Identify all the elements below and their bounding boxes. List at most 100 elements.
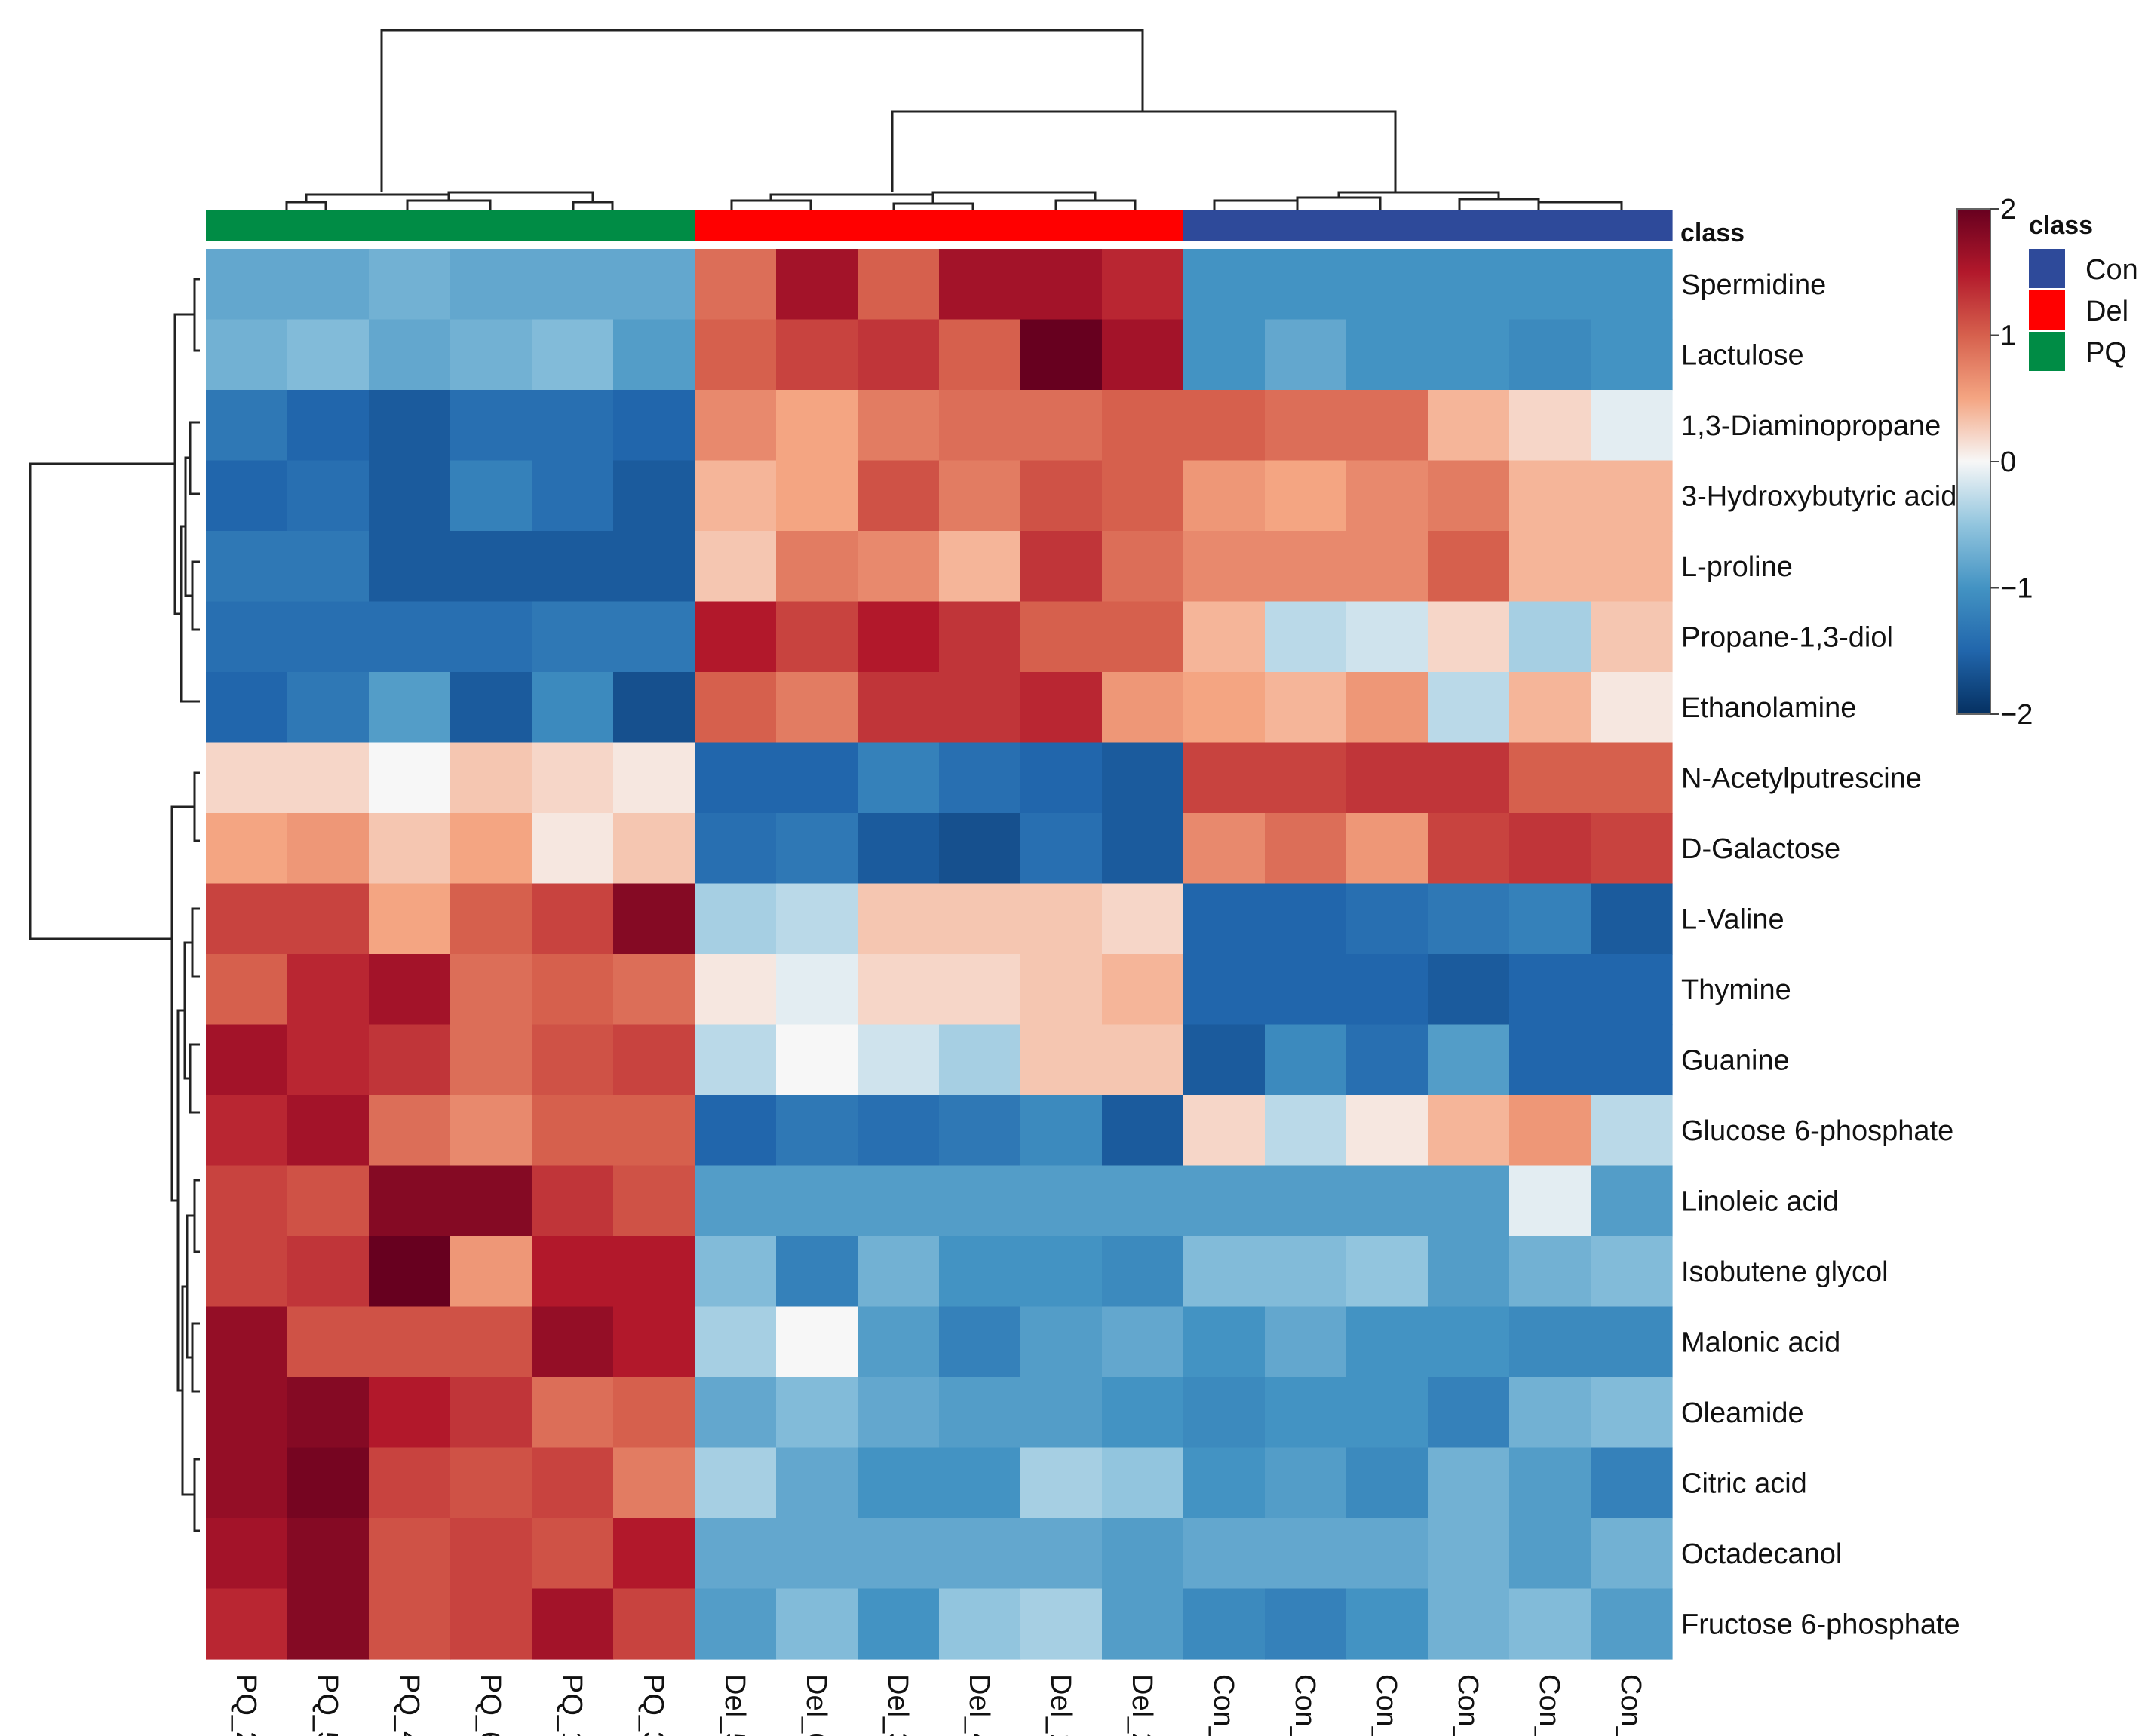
heatmap-cell <box>450 1165 532 1237</box>
row-label: 3-Hydroxybutyric acid <box>1681 480 1956 512</box>
heatmap-cell <box>695 1518 777 1590</box>
heatmap-cell <box>532 1518 614 1590</box>
heatmap-cell <box>369 601 451 673</box>
heatmap-cell <box>450 249 532 321</box>
heatmap-cell <box>532 954 614 1026</box>
class-bar-segment <box>613 210 695 241</box>
heatmap-cell <box>858 742 940 814</box>
heatmap-cell <box>450 672 532 744</box>
heatmap-cell <box>1265 460 1347 532</box>
heatmap-cell <box>287 883 370 955</box>
heatmap-cell <box>1102 531 1184 603</box>
heatmap-cell <box>450 1377 532 1449</box>
heatmap-cell <box>1020 1165 1103 1237</box>
heatmap-cell <box>206 813 288 885</box>
column-label: Del_1 <box>1045 1674 1076 1736</box>
heatmap-cell <box>695 813 777 885</box>
heatmap-cell <box>1591 672 1673 744</box>
heatmap-cell <box>1346 742 1429 814</box>
heatmap-cell <box>1509 319 1591 391</box>
heatmap-cell <box>695 1024 777 1096</box>
heatmap-cell <box>1509 813 1591 885</box>
row-label: Spermidine <box>1681 269 1826 301</box>
class-bar-segment <box>287 210 370 241</box>
heatmap-cell <box>1428 460 1510 532</box>
column-label: PQ_5 <box>311 1674 343 1736</box>
heatmap-cell <box>776 1447 858 1519</box>
heatmap-cell <box>1346 1588 1429 1660</box>
heatmap-cell <box>613 813 695 885</box>
heatmap-cell <box>858 531 940 603</box>
row-labels: Spermidine Lactulose 1,3-Diaminopropane 3-H… <box>1681 269 1960 1641</box>
row-label: N-Acetylputrescine <box>1681 762 1922 794</box>
heatmap-cell <box>287 601 370 673</box>
heatmap-cell <box>1265 742 1347 814</box>
heatmap-cell <box>532 813 614 885</box>
heatmap-cell <box>939 1588 1021 1660</box>
heatmap-cell <box>695 1165 777 1237</box>
heatmap-cell <box>613 531 695 603</box>
heatmap-cell <box>1020 390 1103 462</box>
heatmap-cell <box>939 672 1021 744</box>
heatmap-cell <box>287 1447 370 1519</box>
heatmap-cell <box>1020 319 1103 391</box>
heatmap-cell <box>1428 601 1510 673</box>
column-label: PQ_2 <box>230 1674 262 1736</box>
heatmap-cell <box>695 601 777 673</box>
heatmap-cell <box>1102 319 1184 391</box>
heatmap-cell <box>206 742 288 814</box>
heatmap-cell <box>613 319 695 391</box>
heatmap-cell <box>776 460 858 532</box>
heatmap-cell <box>1428 1588 1510 1660</box>
class-bar-segment <box>939 210 1021 241</box>
column-label: PQ_1 <box>556 1674 588 1736</box>
heatmap-cell <box>939 390 1021 462</box>
heatmap-cell <box>1183 742 1266 814</box>
heatmap-cell <box>1020 531 1103 603</box>
heatmap-cell <box>1102 672 1184 744</box>
heatmap-cell <box>1591 1588 1673 1660</box>
heatmap-cell <box>776 531 858 603</box>
column-label: Del_6 <box>800 1674 832 1736</box>
heatmap-cell <box>369 1236 451 1308</box>
heatmap-cell <box>1428 1377 1510 1449</box>
heatmap-cell <box>532 672 614 744</box>
heatmap-cell <box>532 1095 614 1167</box>
heatmap-cell <box>1346 1024 1429 1096</box>
class-bar-segment <box>1183 210 1266 241</box>
heatmap-cell <box>1346 1306 1429 1378</box>
column-label: Del_3 <box>882 1674 913 1736</box>
class-bar-segment <box>369 210 451 241</box>
heatmap-cell <box>369 883 451 955</box>
heatmap-cell <box>287 1588 370 1660</box>
heatmap-cell <box>613 1024 695 1096</box>
heatmap-cell <box>1020 1024 1103 1096</box>
class-legend-label: Del <box>2085 296 2128 327</box>
heatmap-cell <box>287 1165 370 1237</box>
heatmap-cell <box>369 1377 451 1449</box>
heatmap-cell <box>206 390 288 462</box>
heatmap-cell <box>206 531 288 603</box>
heatmap-cell <box>1020 460 1103 532</box>
heatmap-cell <box>287 1095 370 1167</box>
heatmap-cell <box>1509 1588 1591 1660</box>
row-label: 1,3-Diaminopropane <box>1681 410 1941 442</box>
heatmap-cell <box>1346 1095 1429 1167</box>
heatmap-cell <box>287 531 370 603</box>
heatmap-cell <box>695 672 777 744</box>
heatmap-cell <box>1346 1518 1429 1590</box>
heatmap-cell <box>1346 672 1429 744</box>
heatmap-cell <box>1020 1588 1103 1660</box>
heatmap-cell <box>287 390 370 462</box>
heatmap-cell <box>287 1236 370 1308</box>
heatmap-cell <box>1102 883 1184 955</box>
heatmap-cell <box>858 1518 940 1590</box>
heatmap-cell <box>1102 1306 1184 1378</box>
heatmap-cell <box>1591 531 1673 603</box>
heatmap-cell <box>369 1588 451 1660</box>
heatmap-cell <box>369 390 451 462</box>
heatmap-cell <box>776 954 858 1026</box>
heatmap-cell <box>1020 742 1103 814</box>
heatmap-cell <box>450 954 532 1026</box>
row-label: Linoleic acid <box>1681 1185 1839 1217</box>
